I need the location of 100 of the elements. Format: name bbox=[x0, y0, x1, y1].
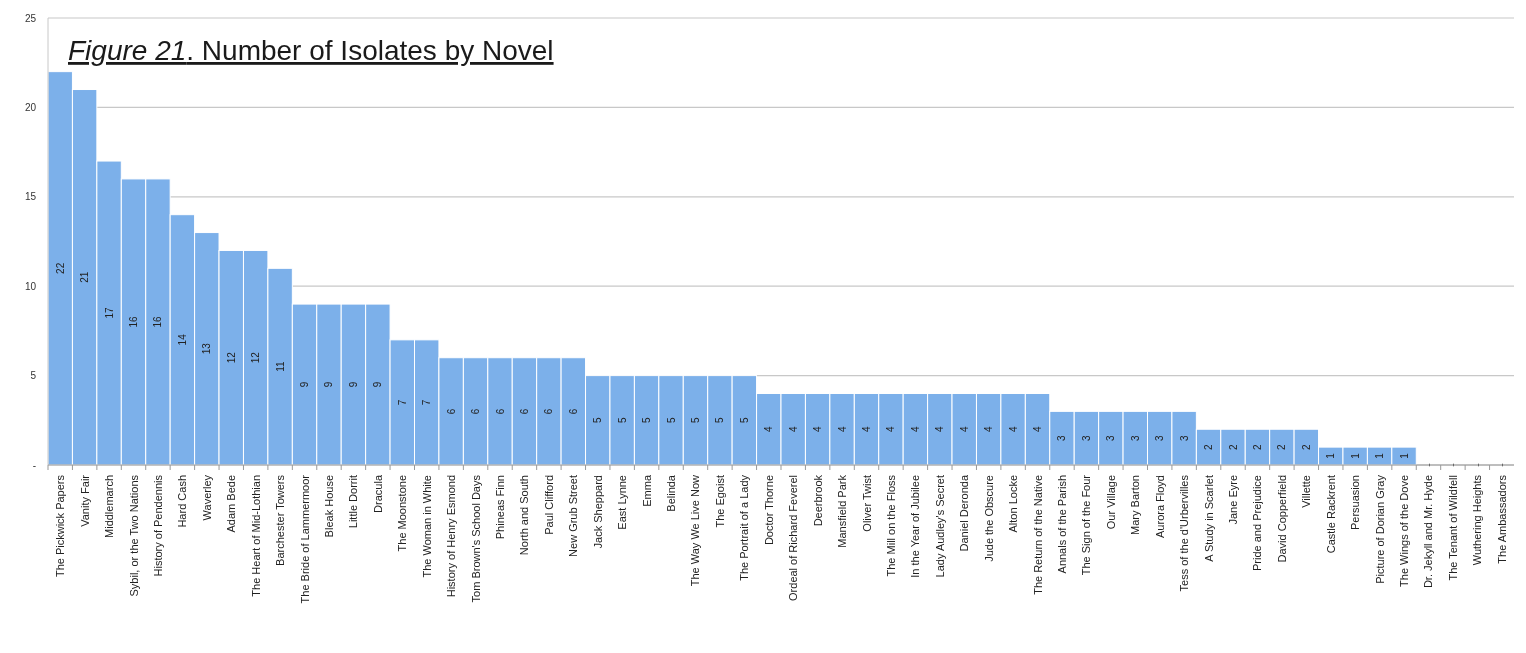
y-tick-label: 20 bbox=[24, 101, 37, 113]
data-label: 3 bbox=[1154, 434, 1166, 441]
x-tick-label: Mary Barton bbox=[1129, 475, 1142, 535]
y-tick-label: 10 bbox=[24, 280, 37, 292]
data-label: - bbox=[1496, 463, 1508, 467]
x-tick-label: Oliver Twist bbox=[860, 475, 873, 532]
data-label: 9 bbox=[299, 381, 311, 388]
x-tick-label: Aurora Floyd bbox=[1153, 475, 1166, 538]
x-tick-label: East Lynne bbox=[616, 475, 629, 530]
data-label: 1 bbox=[1398, 452, 1410, 459]
data-label: 22 bbox=[54, 262, 66, 274]
data-label: 5 bbox=[689, 417, 701, 424]
x-tick-label: Jane Eyre bbox=[1227, 475, 1240, 525]
x-tick-label: Vanity Fair bbox=[78, 474, 91, 527]
data-label: 4 bbox=[885, 426, 897, 433]
data-label: 1 bbox=[1349, 452, 1361, 459]
data-label: 6 bbox=[494, 408, 506, 415]
x-tick-label: Dr. Jekyll and Mr. Hyde bbox=[1422, 475, 1435, 589]
x-tick-label: Paul Clifford bbox=[542, 475, 555, 535]
x-tick-label: Our Village bbox=[1104, 475, 1117, 530]
x-tick-label: The Bride of Lammermoor bbox=[298, 474, 311, 604]
data-label: 9 bbox=[372, 381, 384, 388]
x-tick-label: Picture of Dorian Gray bbox=[1373, 474, 1386, 584]
x-tick-label: Belinda bbox=[665, 474, 678, 512]
x-tick-label: Hard Cash bbox=[176, 475, 189, 528]
x-tick-label: Jack Sheppard bbox=[591, 475, 604, 549]
y-tick-label: 15 bbox=[24, 191, 37, 203]
data-label: - bbox=[1422, 463, 1434, 467]
data-label: 6 bbox=[518, 408, 530, 415]
data-label: 5 bbox=[714, 417, 726, 424]
data-label: 7 bbox=[421, 399, 433, 406]
x-tick-label: The Way We Live Now bbox=[689, 474, 702, 587]
x-tick-label: Persuasion bbox=[1349, 475, 1362, 531]
x-tick-label: The Pickwick Papers bbox=[54, 474, 67, 578]
data-label: 17 bbox=[103, 307, 115, 319]
x-tick-label: Daniel Deronda bbox=[958, 474, 971, 552]
data-label: 21 bbox=[79, 271, 91, 283]
data-label: 4 bbox=[1032, 426, 1044, 433]
data-label: 6 bbox=[470, 408, 482, 415]
data-label: 4 bbox=[812, 426, 824, 433]
data-label: - bbox=[1447, 463, 1459, 467]
data-label: 3 bbox=[1056, 434, 1068, 441]
x-tick-label: The Woman in White bbox=[420, 475, 433, 578]
data-label: 16 bbox=[152, 315, 164, 328]
x-tick-label: The Moonstone bbox=[396, 475, 409, 552]
x-tick-label: Adam Bede bbox=[225, 475, 238, 533]
data-label: 4 bbox=[763, 426, 775, 433]
x-tick-label: Castle Rackrent bbox=[1324, 475, 1337, 554]
data-label: 11 bbox=[274, 361, 286, 372]
data-label: 12 bbox=[250, 351, 262, 364]
data-label: 13 bbox=[201, 342, 213, 355]
data-label: 3 bbox=[1178, 434, 1190, 441]
x-tick-label: The Egoist bbox=[713, 475, 726, 528]
data-label: 14 bbox=[176, 333, 188, 346]
data-label: 1 bbox=[1374, 452, 1386, 459]
x-tick-label: New Grub Street bbox=[567, 475, 580, 557]
x-tick-label: Wuthering Heights bbox=[1471, 474, 1484, 566]
data-label: 2 bbox=[1251, 443, 1263, 450]
data-label: 4 bbox=[861, 426, 873, 433]
data-label: 2 bbox=[1300, 443, 1312, 450]
x-tick-label: Barchester Towers bbox=[274, 474, 287, 566]
x-tick-label: The Tenant of Wildfell bbox=[1446, 475, 1459, 581]
x-tick-label: A Study in Scarlet bbox=[1202, 475, 1215, 562]
data-label: 5 bbox=[665, 417, 677, 424]
x-tick-label: The Return of the Native bbox=[1031, 475, 1044, 595]
data-label: 3 bbox=[1080, 434, 1092, 441]
x-tick-label: Lady Audley's Secret bbox=[933, 475, 946, 578]
x-tick-label: Sybil, or the Two Nations bbox=[127, 474, 140, 597]
data-label: 9 bbox=[347, 381, 359, 388]
x-tick-label: Phineas Finn bbox=[494, 475, 507, 540]
x-tick-label: Emma bbox=[640, 474, 653, 507]
x-tick-label: David Copperfield bbox=[1275, 475, 1288, 563]
x-tick-label: In the Year of Jubilee bbox=[909, 475, 922, 578]
x-tick-label: The Heart of Mid-Lothian bbox=[249, 475, 262, 597]
x-tick-label: Bleak House bbox=[322, 475, 335, 538]
data-label: 2 bbox=[1227, 443, 1239, 450]
x-tick-label: Deerbrook bbox=[811, 474, 824, 527]
x-tick-label: The Mill on the Floss bbox=[884, 474, 897, 577]
x-tick-label: Dracula bbox=[371, 474, 384, 513]
data-label: 12 bbox=[225, 351, 237, 364]
x-tick-label: The Wings of the Dove bbox=[1398, 475, 1411, 587]
x-tick-label: Pride and Prejudice bbox=[1251, 475, 1264, 572]
x-tick-label: North and South bbox=[518, 475, 531, 556]
x-tick-label: The Ambassadors bbox=[1495, 474, 1508, 564]
data-label: 4 bbox=[909, 426, 921, 433]
data-label: 7 bbox=[396, 399, 408, 406]
data-label: 4 bbox=[787, 426, 799, 433]
x-tick-label: Middlemarch bbox=[103, 475, 116, 538]
x-tick-label: History of Pendennis bbox=[151, 474, 164, 577]
data-label: 2 bbox=[1276, 443, 1288, 450]
x-tick-label: Jude the Obscure bbox=[982, 475, 995, 562]
data-label: 1 bbox=[1325, 452, 1337, 459]
x-tick-label: Alton Locke bbox=[1007, 475, 1020, 533]
data-label: 9 bbox=[323, 381, 335, 388]
data-label: 5 bbox=[616, 417, 628, 424]
data-label: 5 bbox=[592, 417, 604, 424]
data-label: 4 bbox=[836, 426, 848, 433]
data-label: - bbox=[1471, 463, 1483, 467]
data-label: 4 bbox=[1007, 426, 1019, 433]
text: Figure 21. Number of Isolates by Novel bbox=[68, 35, 554, 66]
